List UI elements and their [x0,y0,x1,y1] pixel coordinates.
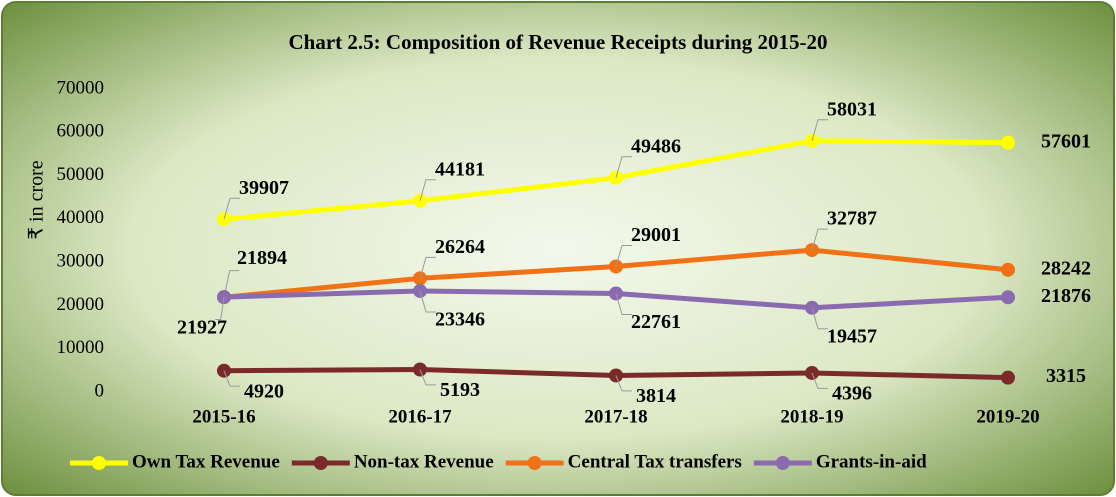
leader-line [223,370,240,387]
x-tick-label: 2015-16 [192,406,255,427]
data-label: 3814 [636,385,676,407]
data-label: 29001 [631,224,681,246]
data-label: 39907 [239,177,289,199]
data-label: 4396 [832,383,872,405]
legend-label: Central Tax transfers [568,451,742,472]
data-label: 26264 [435,236,485,258]
data-point [1001,262,1015,277]
data-label: 21894 [237,247,287,269]
data-point [1001,370,1015,385]
leader-line [419,290,436,313]
x-tick-label: 2017-18 [584,406,647,427]
data-label: 5193 [440,379,480,401]
data-label: 22761 [631,311,681,333]
leader-line [811,228,828,251]
leader-line [615,375,632,392]
legend-marker [313,456,328,470]
leader-line [215,297,225,320]
x-tick-label: 2019-20 [976,406,1039,427]
legend-label: Grants-in-aid [816,451,927,472]
y-tick-label: 10000 [57,337,105,358]
y-axis-label: ₹ in crore [26,160,48,239]
y-tick-label: 0 [95,380,105,401]
leader-line [811,119,828,141]
leader-line [811,307,828,330]
legend-marker [775,456,790,470]
y-tick-label: 60000 [57,121,105,142]
data-label: 49486 [631,135,681,157]
chart-title: Chart 2.5: Composition of Revenue Receip… [289,30,828,54]
data-point [1001,135,1015,150]
y-tick-label: 30000 [57,251,105,272]
data-label: 32787 [827,208,877,230]
data-label: 4920 [244,380,284,402]
legend-label: Own Tax Revenue [132,451,280,472]
y-tick-label: 20000 [57,294,105,315]
data-point [1001,290,1015,305]
data-label: 58031 [827,98,877,120]
leader-line [811,372,828,389]
leader-line [419,179,436,201]
data-label: 21876 [1041,285,1091,307]
data-label: 57601 [1041,130,1091,152]
y-tick-label: 40000 [57,207,105,228]
y-tick-label: 50000 [57,164,105,185]
leader-line [223,197,240,220]
data-label: 28242 [1041,257,1091,279]
x-tick-label: 2018-19 [780,406,843,427]
data-label: 23346 [435,309,485,331]
leader-line [419,369,436,386]
data-label: 19457 [827,325,877,347]
leader-line [615,244,632,267]
data-label: 44181 [435,158,485,180]
legend-marker [527,456,542,470]
legend-label: Non-tax Revenue [354,451,494,472]
leader-line [223,270,240,298]
data-label: 21927 [177,317,227,339]
legend-marker [92,456,106,470]
y-tick-label: 70000 [57,77,105,98]
leader-line [615,293,632,315]
x-tick-label: 2016-17 [388,406,452,427]
leader-line [419,256,436,279]
data-label: 3315 [1046,365,1086,387]
leader-line [615,156,632,178]
